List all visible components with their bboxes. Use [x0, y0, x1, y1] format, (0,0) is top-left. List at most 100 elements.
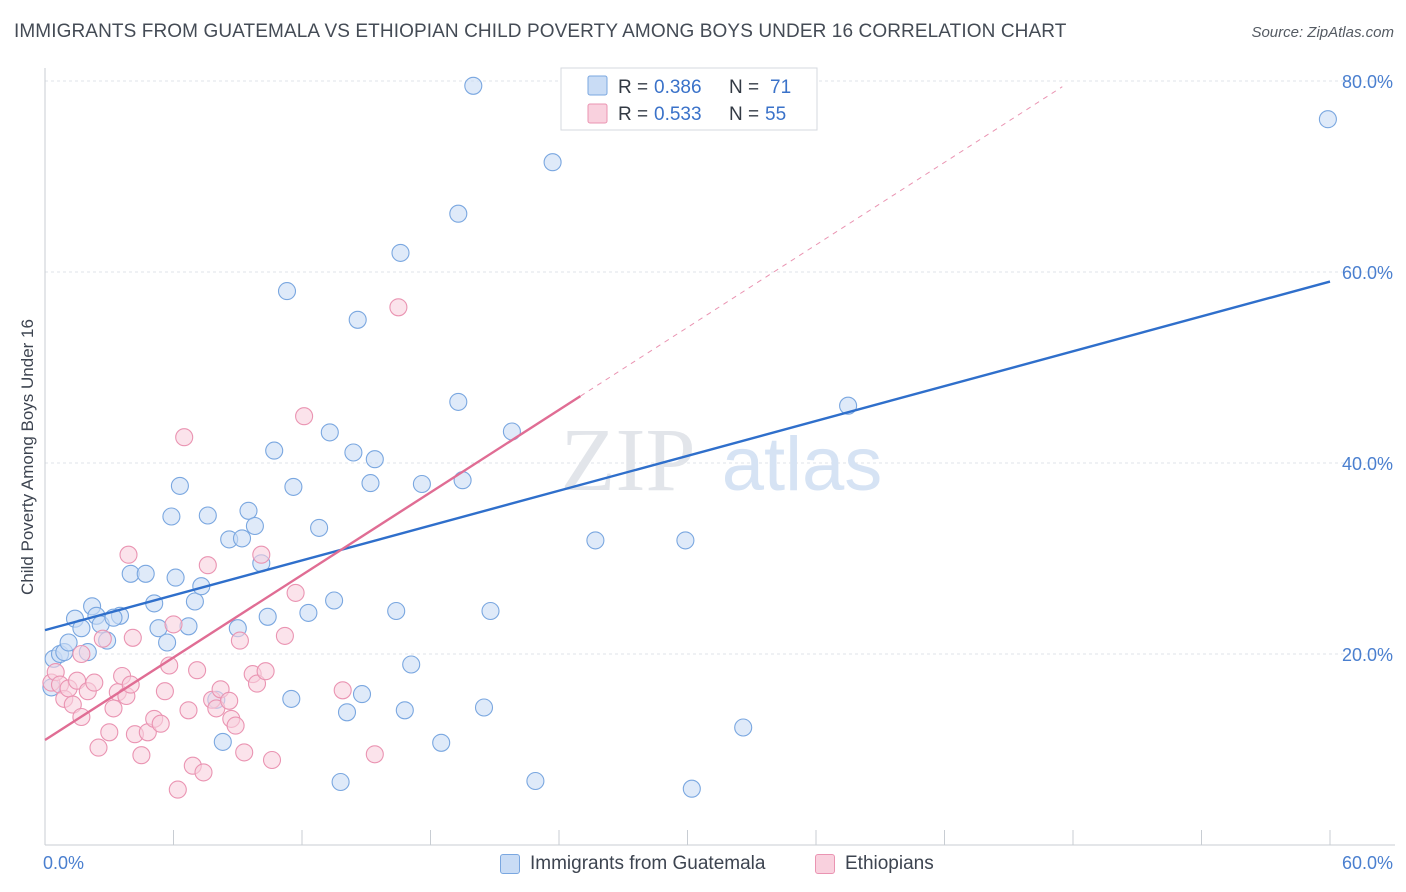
guatemala-point — [361, 474, 380, 493]
guatemala-point — [245, 516, 264, 536]
stats-legend: R = 0.386 N = 71 R = 0.533 N = 55 — [560, 67, 818, 131]
guatemala-point — [232, 529, 252, 548]
guatemala-point — [348, 310, 367, 329]
ethiopian-point — [119, 545, 138, 564]
data-points — [42, 76, 1337, 799]
guatemala-point — [449, 392, 468, 411]
legend-r-label-1: R = — [618, 77, 648, 98]
watermark-zip: ZIP — [561, 411, 696, 510]
ethiopian-point — [63, 695, 82, 714]
guatemala-point — [239, 501, 258, 520]
ethiopian-point — [72, 644, 91, 664]
guatemala-point — [402, 655, 421, 674]
ethiopian-point — [85, 673, 104, 692]
legend-n-label-1: N = — [729, 77, 759, 98]
guatemala-point — [412, 474, 431, 494]
ethiopian-point — [155, 682, 174, 701]
ethiopian-point — [168, 780, 187, 799]
ethiopian-point — [365, 745, 384, 764]
guatemala-point — [734, 718, 753, 737]
ethiopian-point — [123, 628, 142, 647]
legend-r-label-2: R = — [618, 104, 648, 125]
guatemala-point — [337, 703, 357, 722]
ethiopian-point — [333, 681, 352, 700]
y-tick-label: 20.0% — [1342, 645, 1393, 665]
guatemala-point — [432, 733, 451, 752]
ethiopian-point — [220, 691, 239, 710]
legend-n-value-2: 55 — [765, 104, 786, 125]
legend-swatch-blue — [500, 854, 520, 874]
tick-labels: 20.0% 40.0% 60.0% 80.0% 0.0% 60.0% — [43, 72, 1393, 873]
ethiopian-point — [164, 615, 183, 634]
guatemala-point — [474, 698, 494, 717]
guatemala-point — [185, 592, 204, 611]
guatemala-point — [284, 477, 303, 496]
guatemala-point — [158, 633, 177, 652]
x-tick-label: 0.0% — [43, 853, 84, 873]
guatemala-point — [586, 531, 605, 550]
guatemala-point — [170, 476, 189, 495]
x-tick-label: 60.0% — [1342, 853, 1393, 873]
guatemala-point — [145, 594, 164, 613]
legend-n-value-1: 71 — [770, 77, 791, 98]
guatemala-point — [387, 601, 406, 621]
guatemala-point — [449, 204, 468, 223]
guatemala-point — [299, 603, 318, 622]
guatemala-point — [136, 564, 155, 583]
legend-swatch-guatemala — [587, 75, 608, 96]
gridlines — [45, 80, 1395, 655]
legend-label-guatemala: Immigrants from Guatemala — [530, 853, 766, 874]
legend-r-value-2: 0.533 — [654, 104, 702, 125]
legend-item-ethiopians: Ethiopians — [815, 851, 934, 877]
guatemala-point — [365, 450, 384, 469]
ethiopian-point — [286, 583, 305, 602]
axes — [44, 68, 1395, 846]
ethiopian-point — [194, 763, 213, 782]
ethiopian-point — [198, 556, 217, 575]
watermark-atlas: atlas — [722, 422, 883, 507]
ethiopian-trend-line — [44, 395, 582, 741]
guatemala-point — [391, 243, 410, 262]
guatemala-point — [282, 689, 301, 708]
ethiopian-point — [89, 738, 108, 757]
ethiopian-trend-extension — [580, 86, 1063, 397]
ethiopian-point — [104, 699, 123, 718]
guatemala-point — [162, 507, 181, 526]
legend-r-value-1: 0.386 — [654, 77, 702, 98]
guatemala-point — [198, 506, 217, 525]
ethiopian-point — [295, 407, 314, 426]
source-credit: Source: ZipAtlas.com — [1251, 24, 1394, 41]
ethiopian-point — [100, 723, 119, 742]
y-axis-title: Child Poverty Among Boys Under 16 — [18, 319, 37, 595]
legend-n-label-2: N = — [729, 104, 759, 125]
guatemala-point — [277, 282, 297, 301]
ethiopian-point — [230, 631, 249, 650]
watermark: ZIP atlas — [561, 411, 883, 510]
guatemala-point — [676, 531, 695, 550]
ethiopian-point — [93, 629, 112, 648]
guatemala-point — [258, 607, 277, 626]
legend-item-guatemala: Immigrants from Guatemala — [500, 851, 765, 877]
legend-swatch-ethiopians — [587, 103, 608, 124]
trend-lines — [44, 86, 1331, 741]
guatemala-point — [682, 779, 701, 798]
guatemala-point — [320, 423, 339, 442]
guatemala-point — [344, 443, 363, 462]
legend-swatch-pink — [815, 854, 835, 874]
guatemala-point — [331, 772, 350, 792]
chart-title: IMMIGRANTS FROM GUATEMALA VS ETHIOPIAN C… — [14, 21, 1067, 42]
guatemala-point — [325, 591, 344, 610]
guatemala-point — [395, 701, 414, 720]
guatemala-point — [166, 568, 185, 587]
guatemala-point — [121, 564, 140, 583]
guatemala-point — [526, 771, 545, 791]
guatemala-point — [179, 617, 198, 636]
ethiopian-point — [235, 743, 254, 762]
ethiopian-point — [275, 626, 294, 645]
ethiopian-point — [226, 716, 245, 735]
ethiopian-point — [389, 298, 408, 317]
y-tick-label: 80.0% — [1342, 72, 1393, 92]
guatemala-point — [310, 518, 329, 537]
ethiopian-point — [256, 662, 275, 681]
